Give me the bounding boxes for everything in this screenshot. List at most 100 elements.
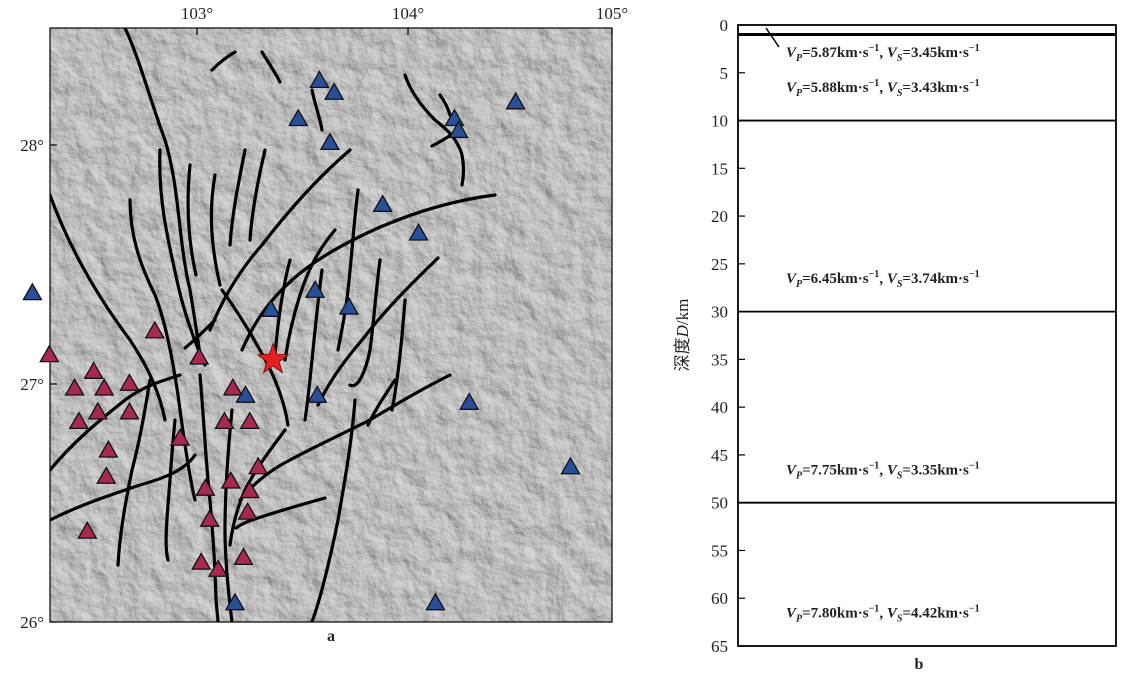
stations-layer — [22, 70, 581, 611]
triangle-icon — [207, 559, 229, 577]
triangle-icon — [338, 296, 360, 315]
depth-tick-label: 60 — [711, 589, 728, 608]
map-frame — [49, 27, 613, 623]
triangle-icon — [98, 439, 119, 458]
triangle-icon — [372, 194, 393, 213]
depth-tick-label: 0 — [720, 16, 729, 35]
lat-tick-label: 28° — [20, 136, 44, 155]
fault-line — [50, 193, 167, 422]
depth-tick-label: 35 — [711, 350, 728, 369]
fault-line — [348, 258, 382, 388]
profile-panel-label: b — [915, 656, 924, 673]
triangle-icon — [83, 361, 104, 379]
depth-tick-label: 65 — [711, 637, 728, 656]
fault-line — [283, 228, 337, 362]
lat-tick-label: 26° — [20, 613, 44, 632]
fault-line — [208, 148, 352, 332]
fault-line — [210, 50, 237, 72]
fault-line — [316, 256, 440, 407]
triangle-icon — [324, 82, 345, 100]
triangle-icon — [64, 377, 85, 396]
layer-boundaries — [738, 33, 1116, 504]
triangle-icon — [119, 373, 140, 391]
triangle-icon — [448, 120, 469, 139]
triangle-icon — [305, 280, 326, 298]
triangle-icon — [94, 377, 115, 396]
triangle-icon — [307, 385, 328, 403]
depth-tick-label: 45 — [711, 446, 728, 465]
depth-tick-label: 50 — [711, 494, 728, 513]
fault-line — [273, 258, 292, 357]
triangle-icon — [237, 501, 258, 520]
layer-velocity-labels: VP=5.87km·s−1, VS=3.45km·s−1 VP=5.88km·s−… — [786, 43, 980, 625]
triangle-icon — [214, 411, 235, 430]
lon-tick-label: 104° — [392, 4, 424, 23]
triangle-icon — [222, 377, 243, 396]
fault-line — [366, 378, 397, 427]
fault-line — [50, 373, 182, 472]
lat-tick-label: 27° — [20, 375, 44, 394]
fault-line — [228, 148, 247, 247]
depth-tick-label: 40 — [711, 398, 728, 417]
triangle-icon — [505, 91, 526, 110]
triangle-icon — [309, 70, 330, 89]
lon-tick-label: 103° — [181, 4, 213, 23]
triangle-icon — [233, 547, 254, 566]
depth-tick-label: 30 — [711, 303, 728, 322]
triangle-icon — [260, 299, 281, 317]
triangle-icon — [87, 401, 108, 420]
depth-tick-label: 25 — [711, 255, 728, 274]
fault-line — [116, 378, 152, 567]
triangle-icon — [195, 478, 216, 496]
layer-velocity-label: VP=5.87km·s−1, VS=3.45km·s−1 — [786, 43, 980, 64]
triangle-icon — [224, 592, 246, 611]
depth-axis-label-cn: 深度 — [673, 337, 692, 371]
fault-line — [336, 188, 360, 352]
triangle-icon — [191, 552, 212, 570]
lon-tick-label: 105° — [596, 4, 628, 23]
fault-line — [260, 50, 282, 84]
triangle-icon — [39, 344, 60, 363]
depth-tick-label: 15 — [711, 159, 728, 178]
depth-tick-label: 10 — [711, 112, 728, 131]
depth-tick-label: 20 — [711, 207, 728, 226]
depth-axis-unit: /km — [673, 299, 692, 325]
triangle-icon — [239, 480, 260, 499]
triangle-icon — [169, 428, 191, 446]
fault-line — [310, 398, 357, 622]
layer-velocity-label: VP=5.88km·s−1, VS=3.43km·s−1 — [786, 78, 980, 99]
fault-line — [158, 148, 207, 367]
triangle-icon — [459, 392, 480, 410]
depth-tick-label: 55 — [711, 541, 728, 560]
profile-frame — [737, 24, 1117, 647]
depth-axis-label: 深度D/km — [673, 299, 692, 372]
fault-line — [123, 28, 202, 357]
triangle-icon — [68, 411, 89, 430]
triangle-icon — [248, 456, 269, 475]
fault-line — [248, 148, 267, 242]
triangle-icon — [77, 521, 98, 539]
layer-velocity-label: VP=7.80km·s−1, VS=4.42km·s−1 — [786, 604, 980, 625]
triangle-icon — [119, 401, 140, 420]
triangle-icon — [560, 456, 581, 475]
fault-line — [186, 163, 198, 277]
map-relief — [50, 28, 612, 622]
triangle-icon — [96, 466, 117, 484]
fault-line — [183, 318, 217, 350]
fault-line — [238, 373, 452, 502]
fault-line — [50, 453, 197, 522]
map-panel-label: a — [327, 628, 335, 645]
profile-panel: 0 5 10 15 20 25 30 35 40 45 50 55 60 65 VP=5.87km·s−1… — [673, 16, 1117, 673]
red-star-icon — [256, 342, 290, 374]
fault-line — [209, 173, 222, 287]
layer-velocity-label: VP=6.45km·s−1, VS=3.74km·s−1 — [786, 269, 980, 290]
triangle-icon — [199, 509, 220, 527]
fault-line — [390, 298, 407, 412]
triangle-icon — [425, 592, 446, 611]
triangle-icon — [144, 320, 165, 339]
fault-line — [128, 198, 197, 502]
triangle-icon — [188, 346, 210, 365]
fault-line — [438, 93, 452, 117]
map-panel: 103° 104° 105° 28° 27° 26° a — [20, 4, 628, 645]
